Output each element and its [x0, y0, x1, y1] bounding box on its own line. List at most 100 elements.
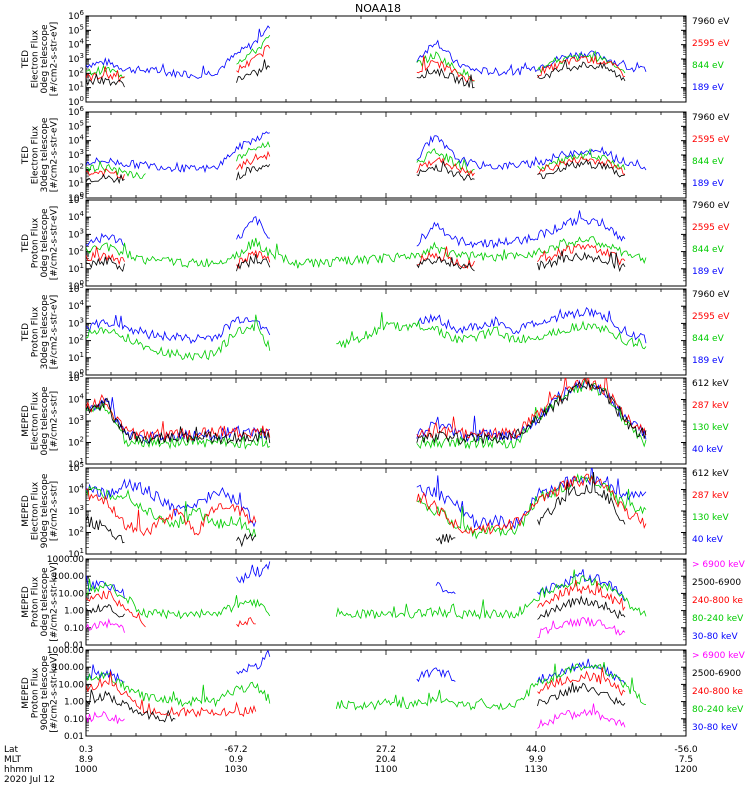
- y-tick-label: 10.00: [58, 589, 84, 599]
- series-line: [86, 561, 626, 602]
- y-axis-label: MEPEDElectron Flux90deg telescope[#/cm2-…: [21, 473, 60, 548]
- y-tick-label: 102: [68, 526, 84, 539]
- y-axis-label-line: Proton Flux: [31, 576, 41, 627]
- y-axis-label-line: [#/cm2-s-str-eV]: [50, 295, 60, 370]
- y-tick-label: 103: [68, 227, 84, 240]
- y-tick-label: 1000.00: [47, 555, 84, 565]
- series-line: [86, 306, 647, 345]
- series-line: [86, 569, 647, 620]
- x-tick-mlt: 7.5: [679, 755, 693, 765]
- panel-ted-p-30: 100 101 102 103 104 105 TEDProton Flux30deg te…: [21, 282, 730, 381]
- y-tick-label: 104: [68, 483, 84, 496]
- y-axis-label-line: [#/cm2-s-str-keV]: [50, 562, 60, 641]
- legend-entry: 130 keV: [692, 423, 729, 433]
- series-line: [86, 471, 626, 548]
- x-tick-hhmm: 1000: [75, 765, 98, 775]
- series-line: [86, 378, 647, 442]
- x-row-label: MLT: [4, 755, 22, 765]
- y-tick-label: 101: [68, 351, 84, 364]
- series-line: [86, 616, 626, 638]
- y-tick-label: 103: [68, 504, 84, 517]
- legend-entry: 7960 eV: [692, 201, 730, 211]
- x-tick-mlt: 8.9: [79, 755, 94, 765]
- y-tick-label: 105: [68, 23, 84, 36]
- y-tick-label: 104: [68, 134, 84, 147]
- series-line: [86, 44, 626, 83]
- legend-entry: 189 eV: [692, 179, 725, 189]
- series-line: [86, 59, 626, 89]
- x-tick-hhmm: 1030: [225, 765, 248, 775]
- y-axis-label: TEDElectron Flux0deg telescope[#/cm2-s-s…: [21, 22, 60, 97]
- y-axis-label-line: [#/cm2-s-str-eV]: [50, 22, 60, 97]
- legend-entry: 844 eV: [692, 157, 725, 167]
- y-axis-label-line: TED: [21, 50, 31, 69]
- y-tick-label: 102: [68, 436, 84, 449]
- legend-entry: 80-240 keV: [692, 614, 744, 624]
- y-axis-label-line: Proton Flux: [31, 667, 41, 718]
- series-line: [86, 236, 647, 269]
- y-axis-label-line: MEPED: [21, 495, 31, 527]
- series-line: [86, 210, 626, 249]
- y-axis-label-line: [#/cm2-s-str]: [50, 481, 60, 541]
- legend-entry: 2595 eV: [692, 39, 730, 49]
- y-axis-label: TEDProton Flux0deg telescope[#/cm2-s-str…: [21, 206, 60, 281]
- legend-entry: 2500-6900: [692, 669, 741, 679]
- x-tick-lat: 44.0: [526, 745, 546, 755]
- y-tick-label: 101: [68, 262, 84, 275]
- legend-entry: 30-80 keV: [692, 632, 738, 642]
- y-axis-label-line: Electron Flux: [31, 29, 41, 88]
- y-axis-label: TEDProton Flux30deg telescope[#/cm2-s-st…: [21, 294, 60, 369]
- y-tick-label: 101: [68, 81, 84, 94]
- y-tick-label: 103: [68, 316, 84, 329]
- y-axis-label-line: 0deg telescope: [40, 386, 50, 456]
- series-group: [86, 378, 647, 450]
- legend-entry: 189 eV: [692, 83, 725, 93]
- series-group: [86, 210, 647, 273]
- panel-meped-e-0: 101 102 103 104 105 MEPEDElectron Flux0deg te…: [21, 371, 729, 470]
- x-tick-mlt: 0.9: [229, 755, 244, 765]
- y-tick-label: 104: [68, 38, 84, 51]
- y-tick-label: 100: [68, 368, 84, 381]
- y-axis-label-line: MEPED: [21, 405, 31, 437]
- y-axis-label-line: [#/cm2-s-str-eV]: [50, 206, 60, 281]
- y-tick-label: 104: [68, 393, 84, 406]
- series-group: [86, 650, 647, 729]
- y-axis-label-line: 0deg telescope: [40, 567, 50, 637]
- y-axis-label: MEPEDProton Flux90deg telescope[#/cm2-s-…: [21, 653, 60, 732]
- y-axis-label-line: 30deg telescope: [40, 294, 50, 369]
- y-axis-label-line: 90deg telescope: [40, 473, 50, 548]
- panel-meped-e-90: 101 102 103 104 105 MEPEDElectron Flux90deg t…: [21, 461, 729, 560]
- y-tick-label: 103: [68, 414, 84, 427]
- series-group: [86, 561, 647, 638]
- y-tick-label: 100.00: [53, 663, 85, 673]
- y-tick-label: 103: [68, 148, 84, 161]
- y-tick-label: 103: [68, 52, 84, 65]
- chart-title: NOAA18: [355, 2, 401, 15]
- legend-entry: 2595 eV: [692, 312, 730, 322]
- x-tick-mlt: 9.9: [529, 755, 544, 765]
- y-axis-label-line: Electron Flux: [31, 125, 41, 184]
- legend-entry: 40 keV: [692, 445, 724, 455]
- panel-meped-p-0: 0.010.101.0010.00100.001000.00MEPEDProto…: [21, 555, 746, 651]
- x-tick-hhmm: 1200: [675, 765, 698, 775]
- legend-entry: 7960 eV: [692, 113, 730, 123]
- series-line: [86, 131, 647, 174]
- x-tick-lat: -67.2: [224, 745, 247, 755]
- y-tick-label: 1.00: [64, 698, 84, 708]
- panel-ted-p-0: 100 101 102 103 104 105 TEDProton Flux0deg tel…: [21, 193, 730, 292]
- legend-entry: 240-800 ke: [692, 687, 743, 697]
- legend-entry: > 6900 keV: [692, 651, 746, 661]
- legend-entry: 2595 eV: [692, 223, 730, 233]
- legend-entry: 612 keV: [692, 469, 729, 479]
- series-group: [86, 306, 647, 361]
- panel-meped-p-90: 0.010.101.0010.00100.001000.00MEPEDProto…: [21, 646, 746, 742]
- y-axis-label-line: Electron Flux: [31, 391, 41, 450]
- series-line: [86, 594, 626, 620]
- y-tick-label: 100: [68, 191, 84, 204]
- legend-entry: 189 eV: [692, 356, 725, 366]
- y-axis-label: MEPEDProton Flux0deg telescope[#/cm2-s-s…: [21, 562, 60, 641]
- series-line: [86, 662, 647, 711]
- y-axis-label-line: MEPED: [21, 677, 31, 709]
- legend-entry: 7960 eV: [692, 290, 730, 300]
- legend-entry: 40 keV: [692, 535, 724, 545]
